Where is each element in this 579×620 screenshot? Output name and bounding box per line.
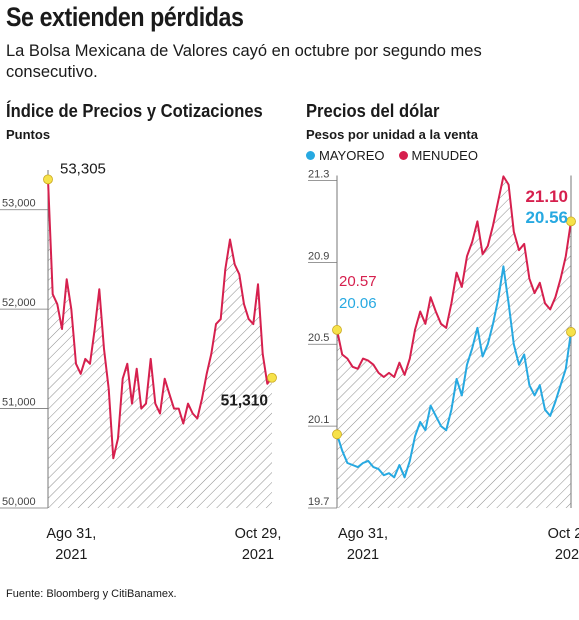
dolar-x-label-year: 2021 [347, 547, 379, 563]
ipc-x-label-year: 2021 [242, 547, 274, 563]
dolar-x-label-year: 2021 [555, 547, 579, 563]
ipc-area [48, 179, 272, 508]
mayoreo-series-line [336, 265, 572, 479]
annotation-mayoreo-end: 20.56 [525, 208, 568, 227]
ipc-x-label: Oct 29, [235, 526, 282, 542]
ipc-annotation-start: 53,305 [60, 160, 106, 177]
ipc-marker-end [267, 372, 277, 383]
dolar-legend: MAYOREO MENUDEO [306, 148, 492, 163]
ipc-y-tick-label: 50,000 [2, 496, 36, 508]
ipc-series-line [47, 179, 273, 460]
dolar-chart-title: Precios del dólar [306, 101, 440, 121]
dolar-marker-2 [566, 216, 576, 227]
ipc-chart-title: Índice de Precios y Cotizaciones [6, 101, 263, 121]
dolar-y-tick-label: 20.9 [308, 250, 329, 262]
legend-dot-menudeo [398, 151, 408, 160]
dolar-y-tick-label: 21.3 [308, 168, 329, 180]
source-note: Fuente: Bloomberg y CitiBanamex. [6, 588, 177, 600]
ipc-annotation-end: 51,310 [221, 393, 268, 410]
ipc-y-tick-label: 51,000 [2, 397, 36, 409]
ipc-y-tick-label: 53,000 [2, 198, 36, 210]
legend-label-menudeo: MENUDEO [411, 148, 478, 163]
legend-label-mayoreo: MAYOREO [319, 148, 385, 163]
annotation-menudeo-start: 20.57 [339, 273, 377, 290]
legend-dot-mayoreo [306, 151, 315, 160]
dolar-y-tick-label: 20.5 [308, 332, 329, 344]
annotation-mayoreo-start: 20.06 [339, 295, 377, 312]
dolar-marker-3 [566, 327, 576, 337]
dolar-marker-1 [332, 429, 342, 440]
dolar-x-label: Oct 29, [548, 526, 579, 542]
headline: Se extienden pérdidas [6, 2, 244, 32]
ipc-x-label: Ago 31, [46, 526, 96, 542]
subtitle: La Bolsa Mexicana de Valores cayó en oct… [6, 42, 482, 81]
dolar-y-tick-label: 19.7 [308, 496, 329, 508]
menudeo-series-line [336, 175, 572, 378]
dolar-chart-unit: Pesos por unidad a la venta [306, 127, 478, 142]
dolar-area [337, 176, 571, 508]
ipc-chart: 50,000 51,000 52,000 53,000 Ago 31, 2021 Oct 2… [0, 160, 282, 563]
ipc-y-tick-label: 52,000 [2, 297, 36, 309]
ipc-x-label-year: 2021 [55, 547, 87, 563]
annotation-menudeo-end: 21.10 [525, 187, 568, 206]
dolar-chart: 19.7 20.1 20.5 20.9 21.3 Ago 31, 2021 Oct 29, 20… [308, 168, 579, 563]
legend-item-menudeo: MENUDEO [398, 148, 478, 163]
dolar-y-tick-label: 20.1 [308, 414, 329, 426]
ipc-marker-start [43, 174, 53, 185]
dolar-marker-0 [332, 325, 342, 335]
ipc-chart-unit: Puntos [6, 127, 51, 142]
dolar-x-label: Ago 31, [338, 526, 388, 542]
legend-item-mayoreo: MAYOREO [306, 148, 385, 163]
